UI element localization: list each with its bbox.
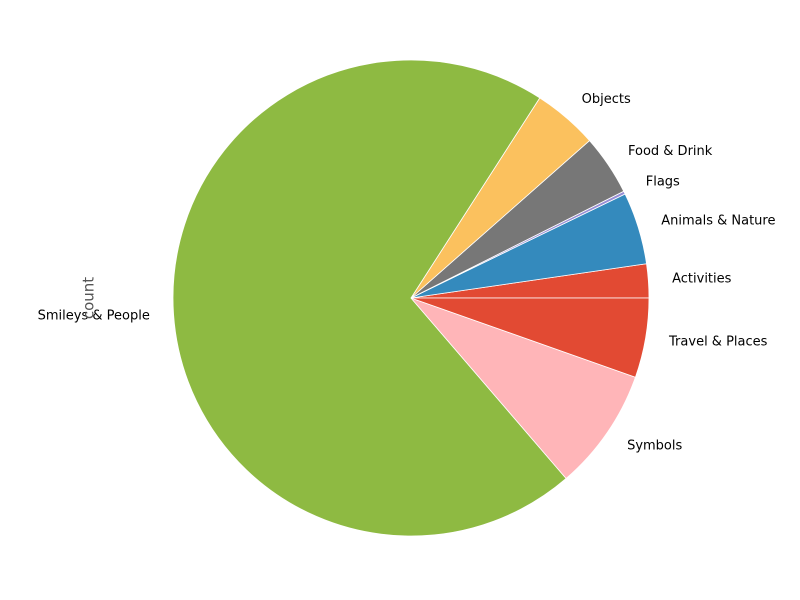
pie-label-activities: Activities [672, 272, 732, 287]
pie-label-food-drink: Food & Drink [628, 144, 713, 159]
pie-label-flags: Flags [646, 175, 680, 190]
pie-label-travel-places: Travel & Places [668, 335, 768, 350]
pie-slice-smileys-people [172, 59, 567, 537]
pie-label-symbols: Symbols [627, 438, 682, 453]
pie-label-objects: Objects [582, 92, 631, 107]
pie-slice-symbols [410, 297, 636, 479]
pie-label-smileys-people: Smileys & People [38, 309, 150, 324]
y-axis-label: count [80, 277, 98, 319]
pie-label-animals-nature: Animals & Nature [661, 214, 775, 229]
pie-slice-travel-places [410, 297, 650, 378]
pie-labels: Activities Animals & Nature Flags Food & Dr… [38, 92, 776, 453]
pie-slices [172, 59, 650, 537]
